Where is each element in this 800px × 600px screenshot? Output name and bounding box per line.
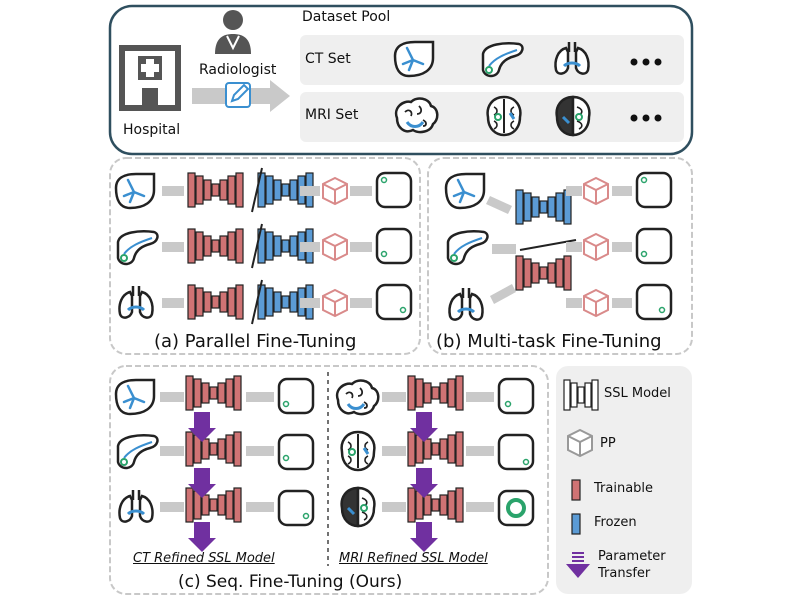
liver-icon bbox=[393, 40, 435, 78]
legend-transfer: Transfer bbox=[598, 566, 651, 581]
liver-icon bbox=[114, 378, 156, 416]
legend-panel bbox=[556, 366, 692, 594]
flow-arrow bbox=[566, 298, 582, 308]
edit-icon bbox=[225, 82, 251, 108]
brain-icon bbox=[394, 97, 439, 134]
output-box bbox=[277, 433, 315, 471]
output-marker bbox=[380, 176, 388, 184]
output-box bbox=[277, 489, 315, 527]
output-box bbox=[635, 227, 673, 265]
ct-refined-label: CT Refined SSL Model bbox=[133, 551, 275, 566]
pp-cube-icon bbox=[322, 289, 348, 317]
legend-frozen: Frozen bbox=[594, 515, 637, 530]
transfer-arrow-icon bbox=[566, 552, 590, 578]
hospital-label: Hospital bbox=[123, 122, 181, 138]
output-marker bbox=[399, 306, 407, 314]
flow-arrow bbox=[246, 392, 274, 402]
liver-icon bbox=[444, 172, 486, 210]
brain-icon bbox=[486, 95, 522, 137]
divider bbox=[519, 239, 577, 251]
divider bbox=[251, 279, 263, 325]
flow-arrow bbox=[246, 446, 274, 456]
output-box bbox=[375, 227, 413, 265]
panel-a-caption: (a) Parallel Fine-Tuning bbox=[154, 331, 357, 352]
more-dots-icon bbox=[630, 58, 662, 66]
flow-arrow bbox=[300, 298, 320, 308]
radiologist-label: Radiologist bbox=[199, 62, 277, 78]
flow-arrow bbox=[466, 502, 494, 512]
output-box bbox=[375, 283, 413, 321]
flow-arrow bbox=[162, 298, 184, 308]
output-marker bbox=[640, 250, 648, 258]
flow-arrow bbox=[566, 186, 582, 196]
output-marker bbox=[282, 400, 290, 408]
flow-arrow bbox=[162, 186, 184, 196]
output-box bbox=[497, 377, 535, 415]
brain-icon bbox=[340, 430, 376, 472]
dataset-pool-title: Dataset Pool bbox=[302, 9, 391, 25]
flow-arrow bbox=[382, 446, 406, 456]
brain-icon bbox=[555, 95, 591, 137]
flow-arrow bbox=[160, 446, 184, 456]
hospital-icon bbox=[119, 45, 181, 111]
pp-cube-icon bbox=[583, 177, 609, 205]
output-marker bbox=[302, 512, 310, 520]
flow-arrow bbox=[612, 298, 632, 308]
flow-arrow bbox=[162, 242, 184, 252]
flow-arrow bbox=[612, 186, 632, 196]
flow-arrow bbox=[350, 186, 372, 196]
flow-arrow bbox=[486, 196, 512, 214]
radiologist-icon bbox=[215, 10, 251, 54]
output-marker bbox=[658, 306, 666, 314]
legend-trainable: Trainable bbox=[594, 481, 654, 496]
divider bbox=[251, 223, 263, 269]
output-marker bbox=[522, 458, 530, 466]
output-box bbox=[277, 377, 315, 415]
pp-cube-icon bbox=[567, 429, 593, 457]
trainable-swatch-icon bbox=[571, 479, 581, 501]
flow-arrow bbox=[382, 502, 406, 512]
panel-b-caption: (b) Multi-task Fine-Tuning bbox=[436, 331, 662, 352]
brain-icon bbox=[340, 486, 376, 528]
pp-cube-icon bbox=[583, 289, 609, 317]
ct-set-label: CT Set bbox=[305, 51, 351, 67]
flow-arrow bbox=[490, 284, 516, 304]
output-marker bbox=[504, 400, 512, 408]
mri-refined-label: MRI Refined SSL Model bbox=[339, 551, 488, 566]
flow-arrow bbox=[492, 244, 516, 254]
pp-cube-icon bbox=[322, 177, 348, 205]
flow-arrow bbox=[300, 242, 320, 252]
frozen-swatch-icon bbox=[571, 513, 581, 535]
legend-ssl-model: SSL Model bbox=[604, 386, 671, 401]
brain-icon bbox=[335, 379, 380, 416]
output-marker bbox=[282, 454, 290, 462]
mri-set-label: MRI Set bbox=[305, 107, 359, 123]
flow-arrow bbox=[350, 298, 372, 308]
flow-arrow bbox=[566, 242, 582, 252]
flow-arrow bbox=[160, 502, 184, 512]
liver-icon bbox=[114, 172, 156, 210]
output-marker bbox=[380, 250, 388, 258]
flow-arrow bbox=[466, 392, 494, 402]
panel-c bbox=[109, 365, 549, 595]
flow-arrow bbox=[160, 392, 184, 402]
output-marker bbox=[640, 176, 648, 184]
flow-arrow bbox=[246, 502, 274, 512]
flow-arrow bbox=[612, 242, 632, 252]
divider bbox=[251, 167, 263, 213]
output-marker bbox=[506, 498, 526, 518]
flow-arrow bbox=[466, 446, 494, 456]
panel-c-caption: (c) Seq. Fine-Tuning (Ours) bbox=[178, 572, 403, 592]
flow-arrow bbox=[300, 186, 320, 196]
pp-cube-icon bbox=[322, 233, 348, 261]
pp-cube-icon bbox=[583, 233, 609, 261]
flow-arrow bbox=[350, 242, 372, 252]
more-dots-icon bbox=[630, 114, 662, 122]
flow-arrow bbox=[382, 392, 406, 402]
legend-pp: PP bbox=[600, 436, 616, 451]
legend-parameter: Parameter bbox=[598, 549, 666, 564]
output-box bbox=[635, 283, 673, 321]
